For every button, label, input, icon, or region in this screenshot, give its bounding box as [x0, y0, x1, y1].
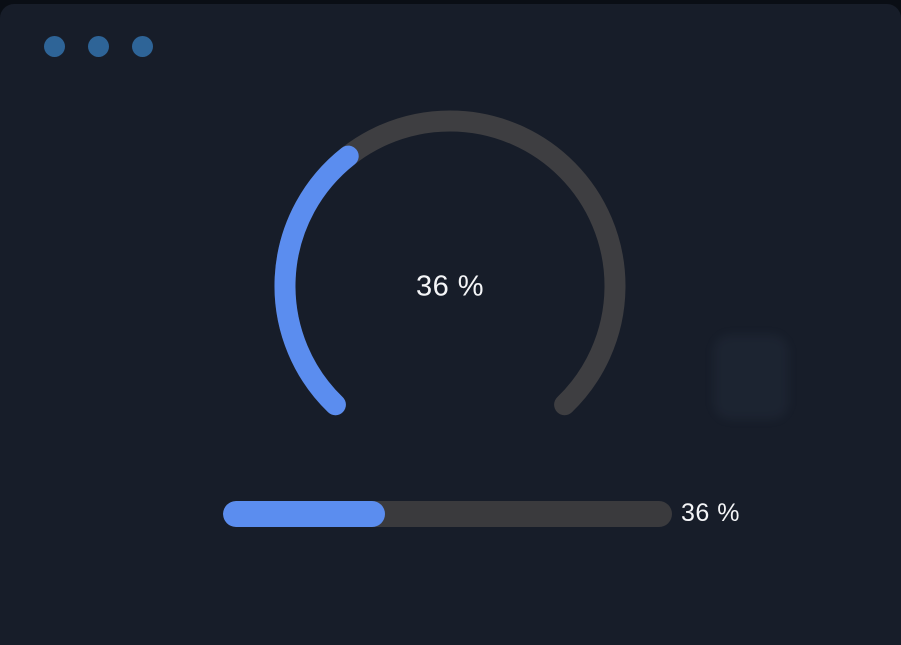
app-window: [0, 4, 901, 645]
titlebar: [44, 36, 153, 57]
window-control-dot-2[interactable]: [88, 36, 109, 57]
progress-bar-fill: [223, 501, 385, 527]
window-control-dot-1[interactable]: [44, 36, 65, 57]
ghost-highlight-panel: [714, 335, 788, 419]
progress-bar-track: [223, 501, 672, 527]
gauge-value-label: 36 %: [415, 270, 485, 303]
progress-bar-value-label: 36 %: [681, 498, 740, 527]
window-control-dot-3[interactable]: [132, 36, 153, 57]
